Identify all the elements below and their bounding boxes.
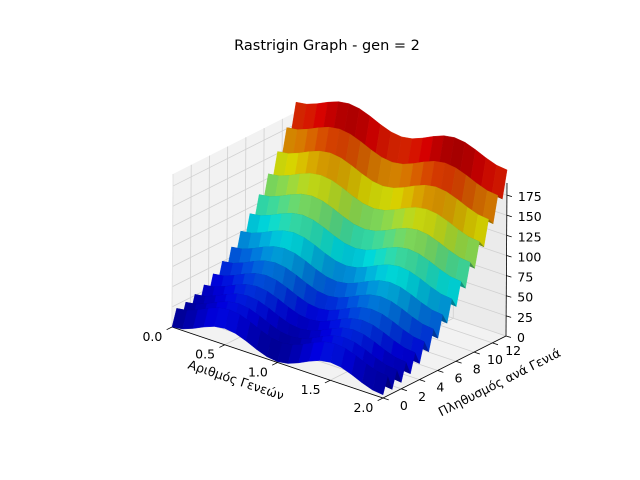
surface-patch: [372, 371, 388, 396]
y-tick: [492, 342, 499, 346]
z-tick-label: 100: [518, 250, 542, 265]
y-tick: [473, 351, 480, 355]
chart-title: Rastrigin Graph - gen = 2: [234, 38, 420, 54]
surface-plot: [171, 101, 508, 396]
z-tick: [506, 255, 512, 258]
x-tick-label: 1.0: [248, 364, 268, 379]
grid-line-y: [189, 164, 192, 318]
pane-edge: [171, 173, 174, 328]
z-tick-label: 150: [518, 209, 542, 224]
y-tick-label: 2: [418, 389, 426, 404]
x-tick: [377, 397, 384, 402]
z-axis-line: [505, 182, 508, 337]
y-tick: [401, 388, 408, 392]
x-tick: [271, 362, 278, 366]
z-tick: [506, 315, 512, 318]
y-tick: [419, 379, 426, 382]
x-tick: [219, 344, 225, 348]
y-tick-label: 4: [436, 380, 444, 395]
y-axis-line: [382, 335, 507, 399]
grid-line-z: [172, 123, 297, 187]
tick-labels: 0.00.51.01.52.0 0246810120255075100125150…: [142, 189, 541, 415]
z-tick: [505, 335, 512, 338]
y-tick-label: 12: [505, 343, 521, 358]
x-tick-label: 1.5: [301, 382, 321, 397]
x-tick-label: 0.0: [142, 329, 162, 344]
z-tick-label: 50: [517, 290, 533, 305]
grid-line-z: [172, 143, 296, 207]
tick-marks: [166, 194, 513, 402]
y-tick: [455, 360, 462, 364]
x-tick: [166, 326, 173, 331]
z-tick: [506, 234, 512, 238]
y-tick-label: 8: [473, 361, 481, 376]
x-tick: [324, 379, 331, 384]
y-tick: [382, 397, 389, 401]
z-tick: [506, 295, 512, 298]
y-tick: [437, 370, 444, 373]
y-tick-label: 10: [487, 352, 503, 367]
z-tick-label: 75: [517, 270, 533, 285]
z-tick-label: 125: [518, 229, 542, 244]
z-tick: [506, 194, 513, 197]
z-tick: [506, 275, 512, 278]
z-tick-label: 0: [517, 330, 525, 345]
z-tick-label: 175: [518, 189, 542, 204]
x-tick-label: 2.0: [353, 400, 373, 415]
z-tick: [506, 214, 512, 218]
grid-line-y: [208, 155, 210, 309]
z-tick-label: 25: [517, 310, 533, 325]
x-tick-label: 0.5: [195, 347, 215, 362]
y-tick-label: 6: [455, 371, 463, 386]
y-tick-label: 0: [400, 398, 408, 413]
